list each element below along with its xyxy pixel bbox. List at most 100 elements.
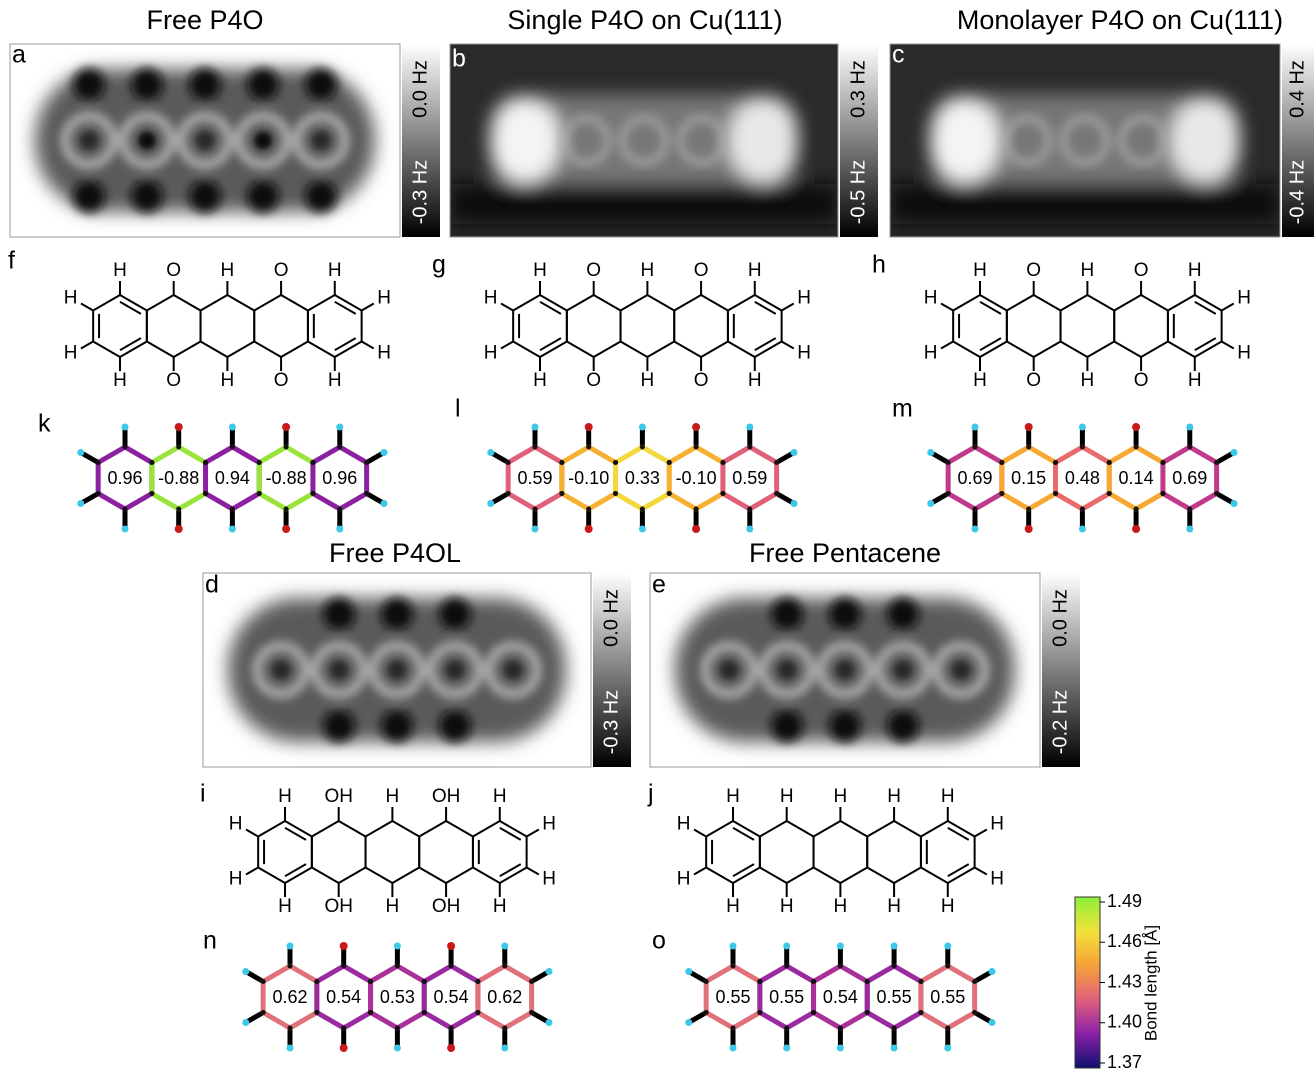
atom-label: O [586,260,601,281]
bond [720,491,753,512]
atom-label: H [493,786,507,807]
carbon-dot [122,506,128,512]
bond [260,963,293,984]
hydrogen-dot [545,1019,553,1026]
scale-bottom: -0.5 Hz [847,160,869,224]
atom-label: H [990,814,1004,835]
atom-label: H [924,342,938,363]
panel-letter: i [200,780,206,808]
bond [945,491,978,512]
carbon-dot [837,1025,843,1031]
bond [149,491,182,512]
bond [341,1010,374,1031]
atom-label: H [973,370,987,391]
bond [257,866,286,884]
bond-map: 0.96 -0.88 0.94 -0.88 0.96 [77,423,388,533]
bond [1187,491,1220,512]
ring-value: 0.96 [107,468,142,488]
atom-label: H [887,896,901,917]
dark-band [890,184,1280,224]
hydrogen-dot [685,1019,693,1026]
carbon-dot [287,1025,293,1031]
substituent-bond [526,828,540,838]
atom-label: H [542,814,556,835]
colorbar-label: Bond length [Å] [1141,925,1160,1041]
ring-center [503,660,523,680]
carbon-dot [639,506,645,512]
carbon-dot [394,963,400,969]
bond [1166,294,1196,312]
spot [247,180,279,213]
bond [918,1010,951,1031]
ring-value: -0.88 [266,468,307,488]
carbon-dot [287,963,293,969]
bond [253,294,283,312]
hydrogen-dot [638,525,646,533]
bond [784,1010,817,1031]
bond [95,491,128,512]
bond [229,491,262,512]
atom-label: H [328,260,342,281]
hydrogen-dot [380,449,388,456]
atom-label: H [780,786,794,807]
carbon-dot [784,963,790,969]
hydrogen-dot [783,942,791,950]
panel-title: Monolayer P4O on Cu(111) [957,5,1283,35]
ring-center [195,130,215,151]
carbon-dot [1133,506,1139,512]
hydrogen-dot [638,423,646,431]
carbon-dot [972,979,978,984]
scale-bar [593,573,631,767]
carbon-dot [337,444,343,450]
bond [1059,294,1089,312]
bond [512,294,541,312]
bond [1053,491,1085,512]
carbon-dot [811,1010,817,1015]
carbon-dot [945,491,951,496]
bond [368,1010,400,1031]
bond [337,866,367,884]
structure: H H O O H H O O H H H H H H [64,260,391,391]
ring-center [311,130,331,151]
bond [893,866,922,884]
ring-value: 0.48 [1065,468,1100,488]
hydrogen-dot [971,423,979,431]
panel-letter: e [652,571,666,599]
hydrogen-dot [77,449,85,456]
hydrogen-dot [890,1044,898,1052]
bond [280,340,309,358]
bond [785,820,815,838]
substituent-bond [245,828,259,838]
bond [256,491,289,512]
substituent-bond [526,866,540,876]
substituent-bond [361,302,375,312]
hydrogen-dot [487,500,495,507]
carbon-dot [532,444,538,450]
bond [666,491,699,512]
hydrogen-dot [790,500,798,507]
molecule [930,94,1240,187]
bond [919,820,949,838]
bond [693,444,726,465]
ring [817,642,873,698]
scale-bar [1042,573,1080,767]
bond [1193,340,1223,358]
scale-top: 0.3 Hz [847,60,869,118]
afm-content [450,44,838,237]
bond [639,491,672,512]
carbon-dot [972,506,978,512]
ring [61,112,117,169]
molecule [490,94,798,187]
double-bond [1194,337,1217,352]
carbon-dot [639,444,645,450]
spot [247,68,279,101]
carbon-dot [475,979,481,984]
atom-label: H [641,370,655,391]
carbon-dot [586,444,592,450]
carbon-dot [260,979,266,984]
carbon-dot [203,491,209,496]
oxygen-dot [282,525,291,533]
atom-label: H [542,868,556,889]
afm-content [10,44,400,237]
bond [730,963,763,984]
